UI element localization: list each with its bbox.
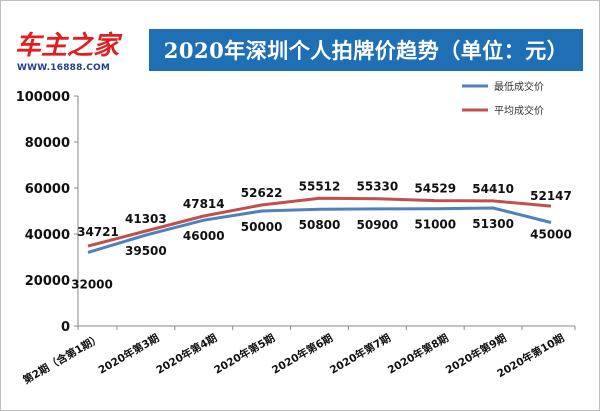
x-category-label: 2020年第8期 [385, 331, 450, 376]
y-tick-label: 60000 [25, 182, 70, 197]
data-label-low: 45000 [530, 228, 572, 242]
data-label-low: 51300 [472, 217, 514, 231]
data-label-avg: 52622 [241, 186, 283, 200]
data-label-avg: 54529 [414, 182, 456, 196]
chart-title-bar: 2020年深圳个人拍牌价趋势（单位：元） [149, 29, 583, 71]
data-label-avg: 55512 [299, 179, 341, 193]
data-label-avg: 47814 [183, 197, 225, 211]
data-label-low: 50800 [299, 218, 341, 232]
data-label-avg: 52147 [530, 189, 572, 203]
data-label-low: 50900 [357, 218, 399, 232]
x-category-label: 2020年第3期 [96, 331, 161, 376]
y-tick-label: 100000 [16, 90, 70, 105]
y-tick-label: 20000 [25, 274, 70, 289]
x-category-label: 2020年第7期 [327, 331, 392, 376]
y-tick-label: 0 [61, 320, 70, 335]
legend-label: 最低成交价 [494, 80, 544, 93]
data-label-low: 51000 [414, 218, 456, 232]
data-label-low: 32000 [71, 277, 113, 291]
data-label-avg: 41303 [125, 212, 167, 226]
y-tick-label: 40000 [25, 228, 70, 243]
data-label-low: 50000 [241, 220, 283, 234]
data-label-low: 46000 [183, 229, 225, 243]
data-label-avg: 55330 [357, 180, 399, 194]
data-label-low: 39500 [125, 244, 167, 258]
x-category-label: 2020年第5期 [212, 331, 277, 376]
series-line-low [87, 206, 552, 254]
legend-label: 平均成交价 [494, 104, 544, 117]
x-category-label: 第2期（含第1期） [21, 331, 104, 386]
data-label-avg: 34721 [77, 225, 119, 239]
brand-logo-text: 车主之家 [15, 31, 120, 61]
brand-logo-url: WWW.16888.COM [17, 63, 111, 73]
x-category-label: 2020年第4期 [154, 331, 219, 376]
data-label-avg: 54410 [472, 182, 514, 196]
series-line-avg [87, 196, 552, 248]
y-tick-label: 80000 [25, 136, 70, 151]
x-category-label: 2020年第6期 [270, 331, 335, 376]
chart-title: 2020年深圳个人拍牌价趋势（单位：元） [163, 38, 569, 63]
brand-logo: 车主之家 WWW.16888.COM [15, 31, 143, 75]
